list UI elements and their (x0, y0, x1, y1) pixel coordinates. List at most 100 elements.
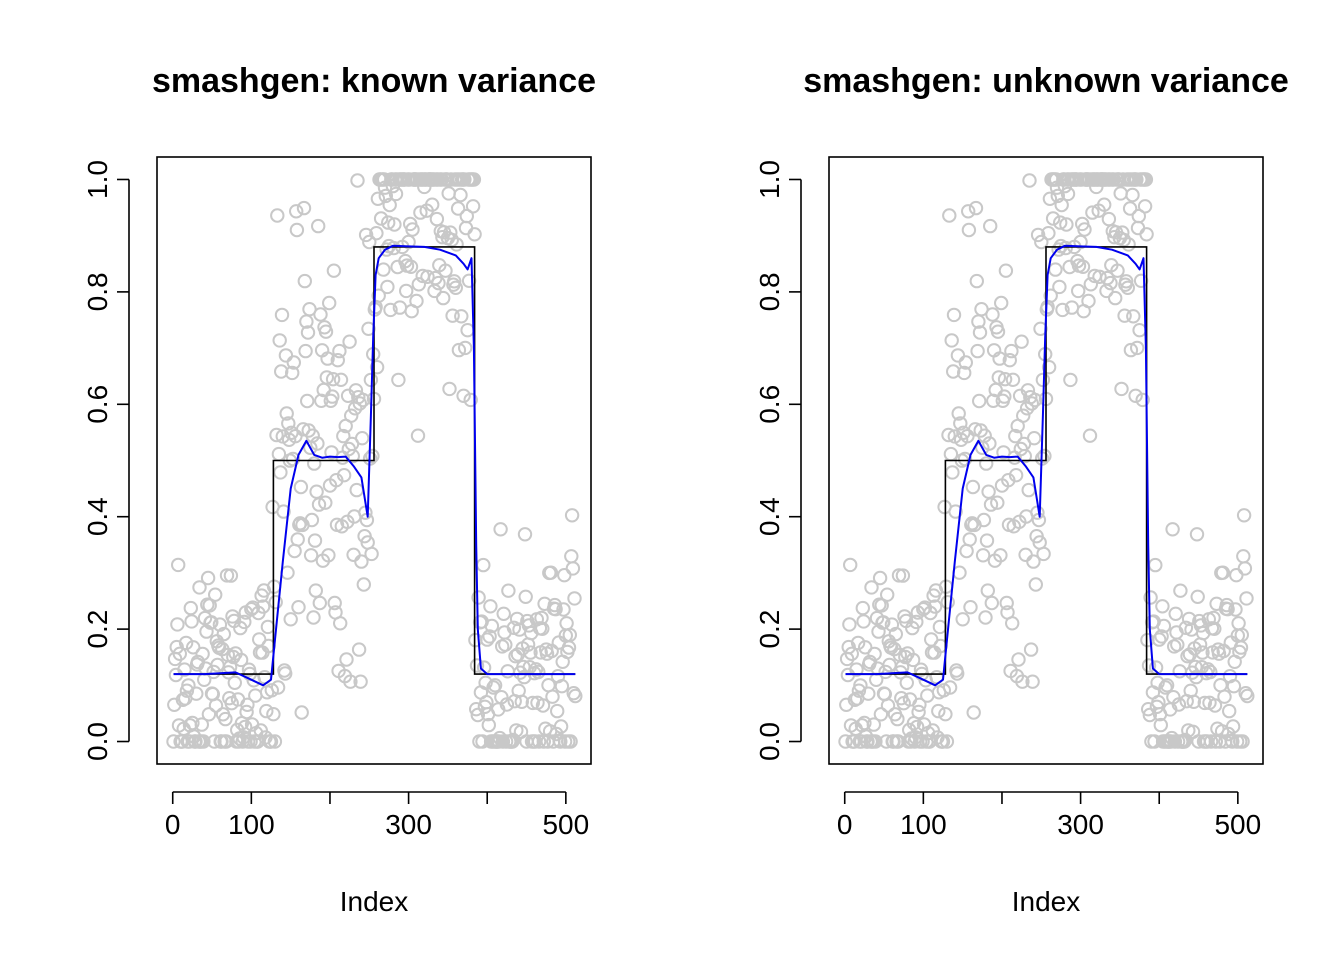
data-point (1026, 554, 1041, 569)
data-point (300, 393, 315, 409)
data-point (454, 309, 469, 324)
data-point (996, 445, 1011, 460)
data-point (248, 688, 263, 703)
data-point (517, 527, 533, 542)
data-point (267, 734, 283, 749)
data-point (523, 645, 538, 660)
data-point (274, 364, 289, 379)
data-point (356, 577, 371, 592)
chart-title: smashgen: unknown variance (803, 62, 1289, 100)
data-point (927, 599, 943, 614)
data-point (458, 220, 474, 236)
data-point (1231, 616, 1246, 631)
data-point (266, 707, 281, 722)
data-point (868, 734, 883, 749)
data-point (990, 324, 1006, 339)
data-point (997, 372, 1013, 387)
data-point (1130, 340, 1145, 356)
data-point (938, 707, 953, 722)
data-point (1018, 547, 1033, 562)
data-point (1020, 383, 1036, 398)
data-point (1207, 698, 1223, 713)
data-point (1180, 649, 1195, 664)
data-point (948, 504, 963, 519)
data-point (1016, 408, 1031, 423)
data-point (562, 627, 577, 643)
data-point (994, 295, 1009, 311)
data-point (961, 222, 977, 238)
data-point (290, 532, 305, 547)
data-point (1055, 302, 1070, 318)
data-point (1117, 308, 1132, 323)
data-point (376, 262, 391, 277)
data-point (1131, 208, 1147, 224)
data-point (895, 568, 911, 583)
data-point (325, 372, 341, 387)
data-point (1237, 561, 1253, 576)
data-point (373, 211, 389, 226)
data-point (946, 307, 962, 323)
data-point (260, 619, 276, 635)
data-point (1037, 448, 1052, 464)
data-point (1150, 675, 1165, 690)
data-point (319, 370, 334, 385)
data-point (1085, 205, 1100, 220)
data-point (498, 637, 513, 652)
data-point (355, 392, 371, 408)
data-point (287, 543, 302, 559)
data-point (330, 353, 345, 368)
data-point (957, 451, 973, 467)
data-point (438, 263, 453, 278)
data-point (1017, 448, 1033, 464)
data-point (1154, 629, 1169, 644)
data-point (890, 711, 905, 727)
data-point (1155, 599, 1170, 614)
data-point (972, 325, 988, 340)
data-point (858, 640, 873, 655)
data-point (478, 675, 493, 690)
estimate-line (173, 244, 576, 687)
data-point (1215, 565, 1231, 580)
data-point (470, 707, 485, 723)
data-point (388, 186, 404, 202)
data-point (326, 263, 342, 278)
data-point (1081, 293, 1096, 309)
data-point (1153, 717, 1169, 733)
data-point (345, 448, 360, 464)
data-point (999, 595, 1014, 611)
data-point (281, 416, 296, 431)
data-points (166, 172, 583, 749)
data-point (259, 703, 274, 719)
data-point (531, 664, 546, 680)
data-point (378, 188, 393, 204)
data-point (867, 646, 882, 662)
data-point (1043, 288, 1058, 303)
data-point (553, 734, 568, 749)
data-point (1050, 188, 1066, 204)
data-point (273, 465, 288, 480)
data-point (843, 557, 858, 573)
data-point (449, 237, 464, 252)
data-point (456, 388, 471, 403)
data-point (567, 591, 582, 606)
data-point (1129, 172, 1144, 187)
data-point (946, 364, 961, 379)
panel-known-variance: smashgen: known variance Index 0 100 300 50… (82, 62, 596, 917)
data-point (1108, 290, 1123, 306)
data-point (508, 649, 523, 664)
data-point (842, 617, 857, 632)
data-point (383, 302, 398, 318)
data-point (1171, 697, 1187, 712)
data-point (1052, 279, 1067, 295)
data-point (950, 348, 966, 363)
data-point (982, 436, 997, 451)
data-point (342, 334, 357, 349)
data-point (945, 465, 960, 480)
data-point (1060, 186, 1076, 202)
data-point (411, 277, 426, 292)
data-point (311, 218, 326, 234)
data-point (1172, 664, 1187, 679)
data-point (371, 288, 386, 303)
data-point (322, 295, 337, 311)
data-point (991, 370, 1006, 385)
